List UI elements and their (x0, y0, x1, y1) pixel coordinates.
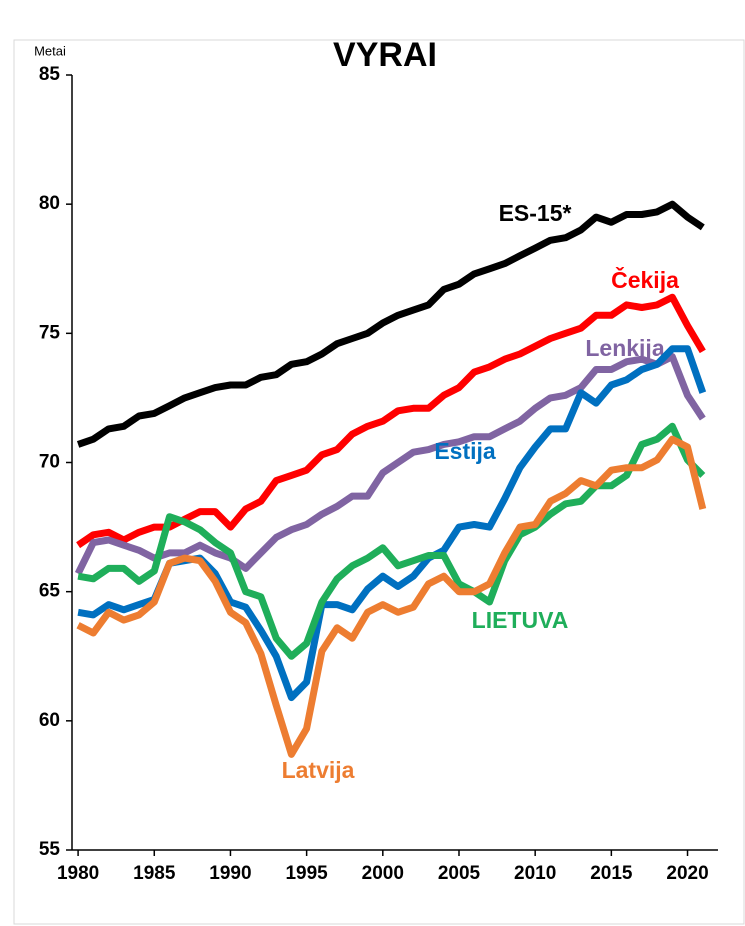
x-tick-label: 1995 (285, 863, 328, 884)
x-tick-label: 2005 (438, 863, 481, 884)
y-tick-label: 75 (39, 322, 61, 343)
series-label: LIETUVA (472, 607, 569, 633)
y-tick-label: 85 (39, 64, 61, 85)
y-tick-label: 60 (39, 710, 60, 731)
y-tick-label: 55 (39, 839, 61, 860)
series-label: Lenkija (585, 335, 664, 361)
series-line (77, 422, 706, 660)
chart-title: VYRAI (333, 36, 437, 74)
x-tick-label: 1990 (209, 863, 251, 884)
frame (13, 39, 745, 925)
series-label: Čekija (611, 266, 679, 293)
series-line (76, 200, 705, 448)
y-tick-label: 80 (39, 193, 60, 214)
series-line (74, 353, 706, 576)
series-label: Estija (434, 438, 496, 464)
y-tick-label: 65 (39, 581, 61, 602)
series-label: ES-15* (499, 200, 572, 226)
x-tick-label: 2000 (362, 863, 404, 884)
series-line (76, 435, 707, 758)
x-tick-label: 1985 (133, 863, 176, 884)
x-tick-label: 2010 (514, 863, 556, 884)
x-tick-label: 2020 (666, 863, 708, 884)
series-label: Latvija (282, 757, 355, 783)
x-tick-label: 1980 (57, 863, 99, 884)
y-tick-label: 70 (39, 452, 60, 473)
y-axis-label: Metai (34, 43, 66, 58)
x-tick-label: 2015 (590, 863, 633, 884)
